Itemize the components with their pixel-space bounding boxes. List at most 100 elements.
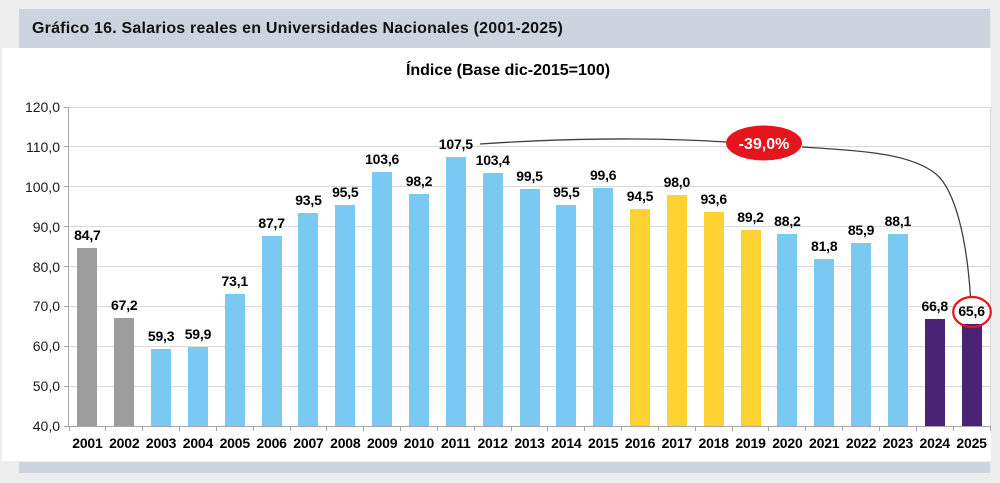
x-axis-label: 2024	[919, 435, 951, 451]
bar-value-label: 88,1	[884, 213, 912, 230]
x-axis-label: 2014	[551, 435, 582, 451]
x-axis-tick	[289, 426, 291, 431]
x-axis-tick	[878, 426, 880, 431]
bar	[482, 173, 503, 426]
x-axis-tick	[68, 426, 70, 431]
x-axis-tick	[989, 426, 991, 431]
bar-value-label: 94,5	[626, 187, 654, 204]
x-axis-tick	[621, 426, 623, 431]
bar	[261, 235, 282, 426]
x-axis-tick	[731, 426, 733, 431]
bar	[519, 188, 540, 426]
x-axis-tick	[510, 426, 512, 431]
y-axis-label: 40,0	[32, 418, 60, 434]
bar	[372, 172, 393, 426]
bar-value-label: 99,6	[589, 167, 617, 184]
x-axis-tick	[547, 426, 549, 431]
y-axis-tick	[64, 425, 69, 427]
bar-value-label: 99,5	[516, 167, 543, 184]
bar	[887, 234, 908, 426]
bar-value-label: 66,8	[921, 298, 949, 315]
bar	[593, 188, 614, 426]
bar-value-label: 81,8	[810, 238, 838, 255]
bar	[630, 208, 651, 426]
y-axis-line	[68, 107, 69, 427]
x-axis-label: 2018	[698, 435, 730, 451]
x-axis-tick	[363, 426, 365, 431]
x-axis-label: 2010	[403, 435, 435, 451]
bar	[814, 259, 835, 426]
x-axis-tick	[400, 426, 402, 431]
y-axis-label: 100,0	[24, 178, 60, 195]
bar-value-label: 103,6	[365, 151, 400, 168]
x-axis-line	[69, 425, 990, 427]
x-axis-label: 2011	[441, 435, 471, 451]
x-axis-label: 2023	[882, 435, 914, 451]
x-axis-tick	[952, 426, 954, 431]
x-axis-label: 2017	[661, 435, 693, 451]
x-axis-label: 2003	[145, 435, 177, 451]
x-axis-label: 2012	[477, 435, 508, 451]
y-axis-label: 50,0	[32, 378, 60, 395]
figure-title: Gráfico 16. Salarios reales en Universid…	[32, 19, 564, 37]
plot-right-border	[990, 107, 991, 426]
x-axis-label: 2022	[845, 435, 877, 451]
x-axis-label: 2001	[72, 435, 103, 451]
y-axis-label: 120,0	[24, 99, 60, 115]
x-axis-label: 2020	[772, 435, 803, 451]
x-axis-tick	[215, 426, 217, 431]
bar	[777, 233, 798, 426]
gridline	[69, 186, 990, 188]
x-axis-tick	[326, 426, 328, 431]
x-axis-label: 2019	[735, 435, 766, 451]
bar	[740, 229, 761, 426]
x-axis-label: 2007	[293, 435, 324, 451]
y-axis-label: 60,0	[32, 338, 60, 355]
x-axis-label: 2002	[109, 435, 140, 451]
bar-value-label: 103,4	[475, 152, 510, 169]
bar	[851, 242, 872, 426]
y-axis-tick	[64, 186, 69, 188]
x-axis-tick	[473, 426, 475, 431]
bar	[335, 204, 356, 426]
bar	[445, 156, 466, 426]
bar-value-label: 59,3	[147, 328, 175, 345]
bar	[703, 212, 724, 426]
x-axis-tick	[768, 426, 770, 431]
bar	[556, 204, 577, 426]
x-axis-tick	[584, 426, 586, 431]
x-axis-label: 2015	[587, 435, 619, 451]
bar-value-label: 95,5	[553, 183, 580, 200]
x-axis-tick	[179, 426, 181, 431]
bar	[666, 194, 687, 426]
bar-value-label: 67,2	[111, 296, 138, 313]
bar	[924, 319, 945, 426]
bar-value-label: 87,7	[258, 214, 285, 231]
gridline	[69, 106, 990, 108]
y-axis-label: 110,0	[26, 138, 60, 155]
bar-value-label: 93,6	[700, 191, 727, 208]
x-axis-tick	[105, 426, 107, 431]
bar	[961, 323, 982, 426]
bar-value-label: 93,5	[295, 191, 322, 208]
y-axis-tick	[64, 305, 69, 307]
y-axis-label: 70,0	[32, 298, 60, 315]
bar-value-label: 98,0	[663, 173, 691, 190]
bar-value-label: 98,2	[405, 172, 433, 189]
x-axis-label: 2013	[514, 435, 545, 451]
bar	[408, 193, 429, 426]
x-axis-label: 2005	[219, 435, 251, 451]
x-axis-tick	[142, 426, 144, 431]
x-axis-tick	[436, 426, 438, 431]
x-axis-tick	[657, 426, 659, 431]
bar-value-label: 84,7	[74, 226, 101, 243]
y-axis-tick	[64, 345, 69, 347]
bar-value-label: 89,2	[737, 208, 764, 225]
y-axis-tick	[64, 266, 69, 267]
y-axis-tick	[64, 226, 69, 228]
x-axis-label: 2009	[366, 435, 398, 451]
figure-title-band: Gráfico 16. Salarios reales en Universid…	[19, 9, 990, 48]
x-axis-tick	[842, 426, 844, 431]
